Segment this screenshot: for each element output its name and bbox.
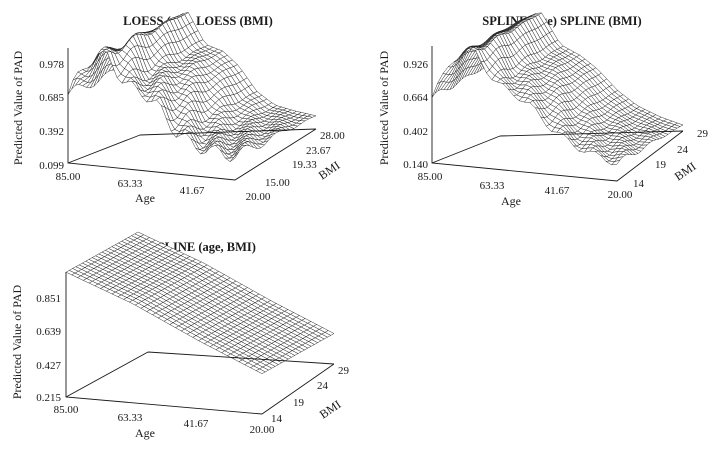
y-tick-label: 23.67 bbox=[306, 145, 331, 157]
surface-cell bbox=[611, 159, 621, 166]
x-tick-label: 41.67 bbox=[180, 185, 205, 197]
y-tick-label: 15.00 bbox=[265, 177, 290, 189]
surface-cell bbox=[229, 151, 239, 162]
x-axis-label: Age bbox=[135, 191, 155, 205]
z-axis-label: Predicted Value of PAD bbox=[377, 51, 391, 166]
axis-frame bbox=[431, 46, 684, 182]
y-tick-label: 19 bbox=[293, 397, 305, 409]
x-tick-label: 85.00 bbox=[418, 171, 443, 183]
x-tick-label: 85.00 bbox=[54, 404, 79, 416]
z-tick-label: 0.685 bbox=[39, 92, 64, 104]
z-tick-label: 0.664 bbox=[403, 92, 428, 104]
x-tick-label: 20.00 bbox=[246, 191, 271, 203]
surface-cell bbox=[255, 368, 266, 374]
z-tick-label: 0.392 bbox=[39, 126, 64, 138]
chart-title: SPLINE (age) SPLINE (BMI) bbox=[482, 14, 641, 28]
z-axis-label: Predicted Value of PAD bbox=[10, 285, 24, 400]
y-tick-label: 24 bbox=[317, 380, 329, 392]
y-tick-label: 19.33 bbox=[292, 159, 317, 171]
x-tick-label: 85.00 bbox=[56, 171, 81, 183]
x-tick-label: 63.33 bbox=[480, 180, 505, 192]
z-tick-label: 0.978 bbox=[39, 59, 64, 71]
panel-spline-spline: SPLINE (age) SPLINE (BMI) Predicted Valu… bbox=[377, 12, 709, 208]
z-tick-label: 0.639 bbox=[36, 326, 61, 338]
x-tick-label: 63.33 bbox=[118, 178, 143, 190]
z-tick-label: 0.099 bbox=[39, 160, 64, 172]
z-tick-label: 0.926 bbox=[403, 59, 428, 71]
x-tick-label: 41.67 bbox=[545, 185, 570, 197]
axis-frame bbox=[65, 272, 335, 415]
panel-spline-joint: SPLINE (age, BMI) Predicted Value of PAD… bbox=[10, 231, 350, 440]
y-tick-label: 19 bbox=[655, 159, 667, 171]
x-tick-label: 41.67 bbox=[184, 418, 209, 430]
chart-title: LOESS (age) LOESS (BMI) bbox=[123, 14, 273, 28]
x-tick-label: 63.33 bbox=[118, 412, 143, 424]
x-tick-label: 20.00 bbox=[250, 424, 275, 436]
z-tick-label: 0.427 bbox=[36, 360, 61, 372]
y-tick-label: 24 bbox=[677, 144, 689, 156]
y-tick-label: 14 bbox=[633, 178, 645, 190]
y-tick-label: 29 bbox=[338, 365, 350, 377]
z-tick-label: 0.851 bbox=[36, 293, 61, 305]
z-tick-label: 0.215 bbox=[36, 392, 61, 404]
x-tick-label: 20.00 bbox=[608, 189, 633, 201]
y-axis-label: BMI bbox=[672, 159, 699, 183]
panel-loess: LOESS (age) LOESS (BMI) Predicted Value … bbox=[11, 12, 345, 205]
surface-mesh bbox=[65, 231, 335, 374]
y-tick-label: 28.00 bbox=[320, 130, 345, 142]
surface-mesh bbox=[431, 12, 684, 166]
axis-frame bbox=[67, 48, 317, 181]
z-axis-label: Predicted Value of PAD bbox=[11, 51, 25, 166]
surface-mesh bbox=[67, 12, 317, 162]
z-tick-label: 0.402 bbox=[403, 126, 428, 138]
y-tick-label: 14 bbox=[271, 413, 283, 425]
y-axis-label: BMI bbox=[316, 158, 343, 182]
x-axis-label: Age bbox=[501, 194, 521, 208]
y-axis-label: BMI bbox=[317, 397, 344, 421]
z-tick-label: 0.140 bbox=[403, 159, 428, 171]
surface-cell bbox=[67, 77, 78, 95]
x-axis-label: Age bbox=[135, 426, 155, 440]
y-tick-label: 29 bbox=[697, 128, 709, 140]
